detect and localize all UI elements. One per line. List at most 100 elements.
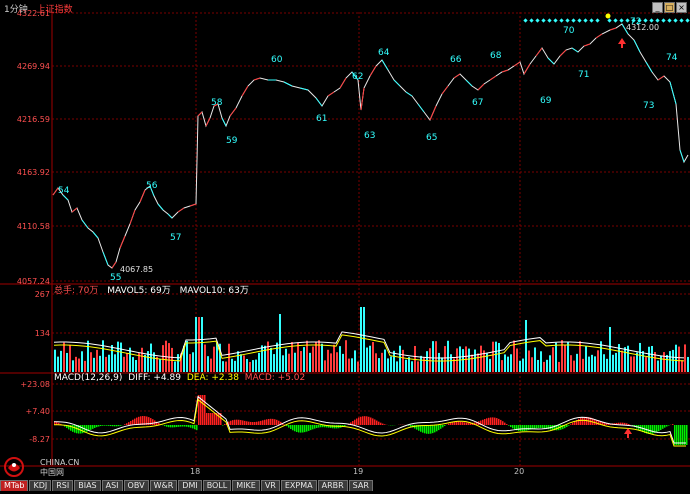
volume-bar <box>243 355 245 372</box>
diamond-marker <box>649 18 653 22</box>
diamond-marker <box>523 18 527 22</box>
macd-bar <box>448 424 450 425</box>
macd-bar <box>92 425 94 429</box>
price-segment <box>680 150 684 162</box>
wave-label: 70 <box>563 26 575 36</box>
tab-arbr[interactable]: ARBR <box>318 480 348 491</box>
indicator-tab-bar: MTab KDJ RSI BIAS ASI OBV W&R DMI BOLL M… <box>0 480 690 491</box>
volume-bar <box>570 355 572 372</box>
macd-bar <box>432 425 434 433</box>
volume-bar <box>177 354 179 372</box>
volume-bar <box>471 355 473 372</box>
tab-dmi[interactable]: DMI <box>178 480 201 491</box>
logo-text: CHINA.CN 中国网 <box>40 458 79 478</box>
diamond-marker <box>625 18 629 22</box>
volume-bar <box>522 359 524 372</box>
macd-axis-label: +7.40 <box>25 407 50 416</box>
volume-bar <box>531 357 533 372</box>
macd-bar <box>244 421 246 425</box>
diamond-marker <box>685 18 689 22</box>
tab-mtab[interactable]: MTab <box>0 480 28 491</box>
volume-bar <box>603 354 605 372</box>
volume-bar <box>441 357 443 372</box>
macd-bar <box>508 425 510 426</box>
minimize-button[interactable]: _ <box>652 2 663 13</box>
macd-bar <box>542 425 544 428</box>
macd-bar <box>212 413 214 425</box>
macd-bar <box>500 420 502 425</box>
volume-bar <box>294 353 296 372</box>
window-controls: _ □ × <box>652 2 687 13</box>
volume-bar <box>648 347 650 372</box>
tab-asi[interactable]: ASI <box>102 480 123 491</box>
maximize-button[interactable]: □ <box>664 2 675 13</box>
macd-bar <box>484 419 486 425</box>
volume-bar <box>450 354 452 372</box>
macd-bar <box>678 425 680 445</box>
volume-bar <box>564 345 566 372</box>
diamond-marker <box>643 18 647 22</box>
macd-bar <box>80 425 82 434</box>
macd-bar <box>424 425 426 433</box>
volume-bar <box>390 356 392 372</box>
macd-bar <box>114 425 116 426</box>
macd-bar <box>264 420 266 425</box>
volume-bar <box>516 348 518 372</box>
price-segment <box>658 76 664 80</box>
tab-mike[interactable]: MIKE <box>232 480 260 491</box>
tab-kdj[interactable]: KDJ <box>29 480 51 491</box>
diamond-marker <box>547 18 551 22</box>
macd-bar <box>222 425 224 426</box>
volume-bar <box>612 355 614 372</box>
macd-bar <box>538 425 540 428</box>
volume-bar <box>687 357 689 372</box>
price-segment <box>634 40 640 52</box>
volume-bar <box>459 346 461 372</box>
macd-bar <box>468 423 470 425</box>
tab-vr[interactable]: VR <box>261 480 280 491</box>
macd-bar <box>426 425 428 434</box>
tab-wr[interactable]: W&R <box>150 480 178 491</box>
macd-bar <box>652 425 654 434</box>
volume-bar <box>489 359 491 372</box>
volume-bar <box>111 345 113 372</box>
volume-bar <box>246 359 248 372</box>
volume-bar <box>495 342 497 372</box>
volume-bar <box>360 307 362 372</box>
index-name: 上证指数 <box>37 5 73 15</box>
volume-bar <box>540 351 542 372</box>
volume-bar <box>537 360 539 372</box>
macd-bar <box>656 425 658 432</box>
tab-sar[interactable]: SAR <box>349 480 373 491</box>
macd-bar <box>260 421 262 425</box>
volume-bar <box>78 359 80 372</box>
volume-bar <box>357 362 359 372</box>
tab-rsi[interactable]: RSI <box>52 480 73 491</box>
macd-bar <box>314 425 316 429</box>
tab-obv[interactable]: OBV <box>124 480 149 491</box>
macd-bar <box>208 413 210 425</box>
volume-bar <box>132 357 134 372</box>
tab-boll[interactable]: BOLL <box>203 480 232 491</box>
price-segment <box>572 48 578 52</box>
macd-bar <box>224 424 226 425</box>
price-segment <box>442 86 448 94</box>
volume-bar <box>384 349 386 372</box>
price-segment <box>140 190 145 202</box>
macd-bar <box>128 422 130 425</box>
macd-bar <box>254 422 256 425</box>
tab-bias[interactable]: BIAS <box>74 480 100 491</box>
volume-bar <box>192 352 194 372</box>
macd-bar <box>568 425 570 426</box>
volume-bar <box>426 351 428 372</box>
macd-bar <box>466 423 468 425</box>
macd-bar <box>290 425 292 429</box>
volume-bar <box>477 353 479 372</box>
macd-bar <box>460 422 462 425</box>
close-button[interactable]: × <box>676 2 687 13</box>
tab-expma[interactable]: EXPMA <box>281 480 317 491</box>
macd-bar <box>628 424 630 425</box>
macd-bar <box>582 417 584 425</box>
price-segment <box>490 76 496 80</box>
